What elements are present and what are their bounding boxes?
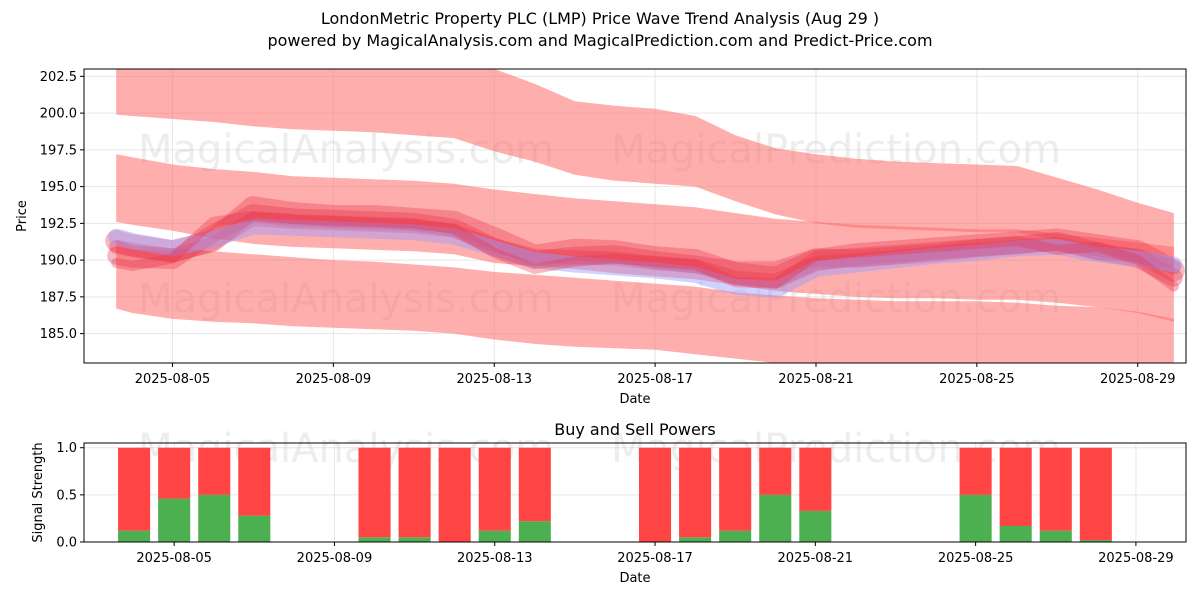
buy-bar: [759, 494, 792, 542]
buy-bar: [398, 537, 431, 542]
x-tick-label: 2025-08-25: [939, 372, 1015, 387]
band-area: [116, 239, 1174, 363]
bar-area: [118, 447, 1112, 542]
x-tick-label: 2025-08-09: [296, 372, 372, 387]
bar-chart-title: Buy and Sell Powers: [554, 420, 716, 439]
chart-subtitle: powered by MagicalAnalysis.com and Magic…: [267, 31, 933, 50]
buy-bar: [1079, 540, 1112, 542]
y-tick-label: 0.5: [56, 488, 77, 503]
y-tick-label: 185.0: [40, 327, 77, 342]
buy-bar: [719, 530, 752, 542]
y-axis-label: Price: [15, 200, 30, 232]
buy-sell-power-chart: MagicalAnalysis.com MagicalPrediction.com…: [31, 420, 1187, 586]
plot-area: [105, 69, 1185, 363]
x-tick-label: 2025-08-05: [136, 551, 212, 566]
sell-bar: [799, 447, 832, 511]
sell-bar: [999, 447, 1032, 526]
buy-bar: [999, 525, 1032, 542]
sell-bar: [1039, 447, 1072, 531]
x-tick-label: 2025-08-17: [617, 551, 693, 566]
sell-bar: [959, 447, 992, 495]
buy-bar: [158, 498, 191, 542]
x-tick-label: 2025-08-29: [1098, 551, 1174, 566]
buy-bar: [478, 530, 511, 542]
sell-bar: [398, 447, 431, 538]
sell-bar: [478, 447, 511, 531]
sell-bar: [358, 447, 391, 538]
band-area: [116, 69, 1174, 269]
sell-bar: [759, 447, 792, 495]
buy-bar: [238, 515, 271, 542]
x-tick-label: 2025-08-29: [1100, 372, 1176, 387]
plot-frame: [83, 68, 1187, 364]
y-tick-label: 190.0: [40, 254, 77, 269]
sell-bar: [639, 447, 672, 542]
x-tick-label: 2025-08-13: [457, 551, 533, 566]
y-tick-label: 1.0: [56, 441, 77, 456]
y-tick-label: 187.5: [40, 290, 77, 305]
y-tick-label: 0.0: [56, 536, 77, 551]
buy-bar: [679, 537, 712, 542]
sell-bar: [118, 447, 151, 531]
y-tick-label: 197.5: [40, 143, 77, 158]
wave-series-line: [111, 211, 1179, 292]
buy-bar: [799, 510, 832, 542]
sell-bar: [719, 447, 752, 531]
sell-bar: [198, 447, 231, 495]
buy-bar: [518, 521, 551, 542]
buy-bar: [358, 537, 391, 542]
buy-bar: [959, 494, 992, 542]
band-area: [116, 154, 1174, 322]
sell-bar: [679, 447, 712, 538]
x-tick-label: 2025-08-09: [297, 551, 373, 566]
x-tick-label: 2025-08-21: [778, 551, 854, 566]
sell-bar: [238, 447, 271, 516]
wave-series-line: [109, 211, 1181, 288]
sell-bar: [438, 447, 471, 542]
buy-bar: [198, 494, 231, 542]
x-tick-label: 2025-08-13: [456, 372, 532, 387]
plot-frame: [83, 442, 1187, 543]
x-tick-label: 2025-08-17: [617, 372, 693, 387]
sell-bar: [158, 447, 191, 499]
y-tick-label: 195.0: [40, 180, 77, 195]
y-tick-label: 202.5: [40, 70, 77, 85]
x-tick-label: 2025-08-05: [135, 372, 211, 387]
chart-title: LondonMetric Property PLC (LMP) Price Wa…: [320, 9, 880, 28]
wave-series-line: [105, 196, 1185, 289]
x-tick-label: 2025-08-25: [938, 551, 1014, 566]
y-axis-label: Signal Strength: [31, 442, 46, 542]
y-tick-label: 200.0: [40, 107, 77, 122]
buy-bar: [118, 530, 151, 542]
wave-series-line: [107, 204, 1183, 287]
x-tick-label: 2025-08-21: [778, 372, 854, 387]
sell-bar: [1079, 447, 1112, 541]
x-axis-label: Date: [619, 392, 650, 407]
y-tick-label: 192.5: [40, 217, 77, 232]
sell-bar: [518, 447, 551, 522]
wave-series-line: [108, 218, 1182, 298]
buy-bar: [1039, 530, 1072, 542]
price-wave-chart: MagicalAnalysis.com MagicalPrediction.com…: [15, 68, 1187, 407]
x-axis-label: Date: [619, 571, 650, 586]
